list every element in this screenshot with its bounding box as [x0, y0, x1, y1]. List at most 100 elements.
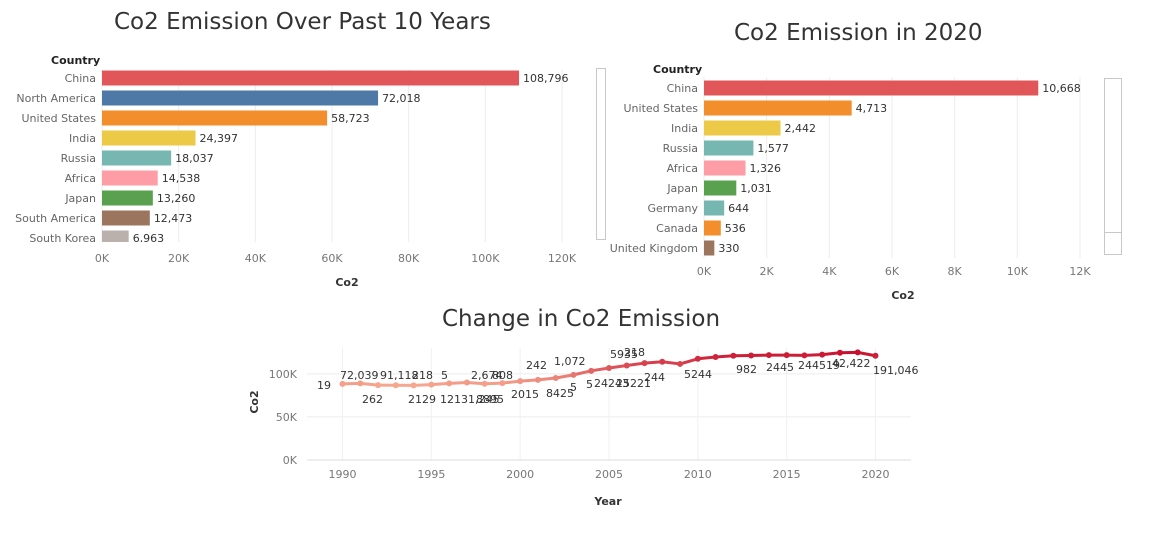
- x-tick-label: 2015: [773, 468, 801, 481]
- data-label: 2015: [511, 388, 539, 401]
- data-label: 4,713: [856, 102, 888, 115]
- data-point: [836, 349, 843, 356]
- data-label: 8895: [476, 393, 504, 406]
- y-tick-label: 0K: [283, 454, 298, 467]
- bar: [102, 110, 328, 126]
- category-label: India: [69, 132, 96, 145]
- category-label: Canada: [656, 222, 698, 235]
- category-label: South Korea: [29, 232, 96, 245]
- data-label: 218: [412, 369, 433, 382]
- data-label: 2129: [408, 393, 436, 406]
- data-label: 58,723: [331, 112, 370, 125]
- bar: [704, 160, 746, 176]
- data-label: 72,039: [340, 369, 379, 382]
- data-point: [463, 379, 470, 386]
- x-tick-label: 2020: [861, 468, 889, 481]
- x-tick-label: 0K: [95, 252, 110, 265]
- data-label: 262: [362, 393, 383, 406]
- data-point: [748, 352, 755, 359]
- data-point: [588, 367, 595, 374]
- data-point: [730, 352, 737, 359]
- data-label: 5: [441, 369, 448, 382]
- chart1-title: Co2 Emission Over Past 10 Years: [114, 9, 491, 35]
- x-axis-title: Co2: [335, 276, 358, 289]
- data-label: 108,796: [523, 72, 569, 85]
- data-label: 1,031: [740, 182, 772, 195]
- data-label: 24,397: [200, 132, 239, 145]
- data-label: 1,326: [750, 162, 782, 175]
- x-tick-label: 1990: [329, 468, 357, 481]
- data-point: [694, 355, 701, 362]
- category-label: South America: [15, 212, 96, 225]
- line-segment: [554, 373, 575, 380]
- row-header: Country: [653, 63, 702, 76]
- data-label: 330: [718, 242, 739, 255]
- data-label: 5: [586, 378, 593, 391]
- data-point: [641, 360, 648, 367]
- data-label: 808: [492, 369, 513, 382]
- data-label: 19: [317, 379, 331, 392]
- chart1-scrollbar[interactable]: [596, 68, 606, 240]
- chart1-svg: 0K 20K 40K 60K 80K 100K 120K Country China 108,79…: [0, 54, 580, 289]
- bar: [704, 120, 781, 136]
- x-tick-label: 20K: [168, 252, 190, 265]
- category-label: China: [667, 82, 698, 95]
- data-label: 242: [526, 359, 547, 372]
- chart3-title: Change in Co2 Emission: [442, 306, 721, 332]
- category-label: China: [65, 72, 96, 85]
- chart2-scrollbar[interactable]: [1104, 78, 1122, 255]
- x-tick-label: 1995: [417, 468, 445, 481]
- chart2-svg: 0K 2K 4K 6K 8K 10K 12K Country China 10,668 United…: [610, 63, 1092, 302]
- data-point: [783, 352, 790, 359]
- scroll-mask: [0, 242, 580, 250]
- data-label: 5: [570, 381, 577, 394]
- data-point: [765, 352, 772, 359]
- category-label: North America: [16, 92, 96, 105]
- bar: [704, 200, 725, 216]
- y-tick-label: 100K: [269, 368, 298, 381]
- category-label: United Kingdom: [610, 242, 698, 255]
- category-label: Japan: [666, 182, 698, 195]
- line-segment: [856, 350, 877, 358]
- data-label: 6,963: [133, 232, 165, 245]
- bar: [704, 140, 754, 156]
- category-label: United States: [22, 112, 97, 125]
- data-label: 244: [644, 371, 665, 384]
- data-label: 1,072: [554, 355, 586, 368]
- chart2-scrollbar-thumb[interactable]: [1105, 79, 1121, 233]
- x-tick-label: 2005: [595, 468, 623, 481]
- data-point: [854, 349, 861, 356]
- data-label: 12131,245: [440, 393, 500, 406]
- x-tick-label: 2K: [760, 265, 775, 278]
- data-label: 10,668: [1042, 82, 1081, 95]
- data-point: [517, 378, 524, 385]
- data-point: [712, 354, 719, 361]
- bar: [102, 130, 196, 146]
- line-segment: [678, 357, 700, 366]
- bar: [102, 170, 158, 186]
- x-tick-label: 100K: [471, 252, 500, 265]
- data-label: 12,473: [154, 212, 193, 225]
- data-label: 982: [736, 363, 757, 376]
- line-segment: [571, 369, 593, 377]
- data-label: 8425: [546, 387, 574, 400]
- data-label: 14,538: [162, 172, 201, 185]
- y-axis-title: Co2: [248, 390, 261, 413]
- data-point: [801, 352, 808, 359]
- x-tick-label: 4K: [822, 265, 837, 278]
- y-tick-label: 50K: [276, 411, 298, 424]
- x-axis-title: Year: [593, 495, 622, 508]
- data-label: 2445: [766, 361, 794, 374]
- bar: [704, 220, 721, 236]
- x-tick-label: 6K: [885, 265, 900, 278]
- category-label: Russia: [663, 142, 698, 155]
- x-tick-label: 120K: [548, 252, 577, 265]
- data-point: [819, 351, 826, 358]
- data-point: [570, 371, 577, 378]
- x-tick-label: 2000: [506, 468, 534, 481]
- bar: [704, 80, 1039, 96]
- x-tick-label: 60K: [321, 252, 343, 265]
- data-point: [375, 382, 382, 389]
- data-point: [499, 380, 506, 387]
- x-tick-label: 40K: [245, 252, 267, 265]
